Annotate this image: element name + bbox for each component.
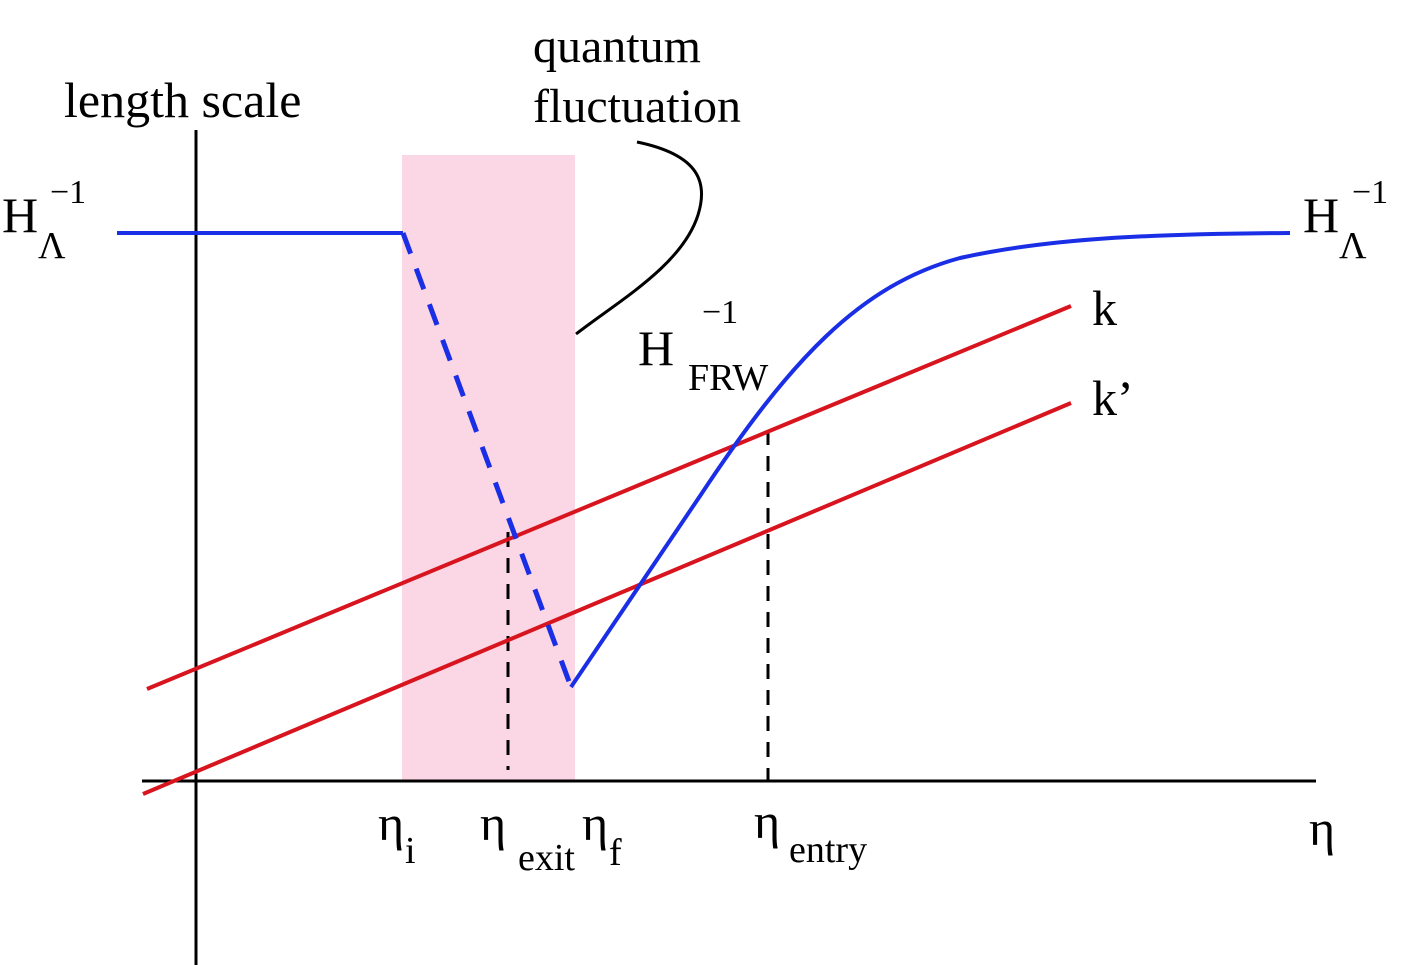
tick-eta-exit-sub: exit	[518, 837, 575, 879]
hubble-lambda-left-base: H	[2, 187, 38, 243]
hubble-lambda-right-base: H	[1303, 187, 1339, 243]
mode-k-prime-label: k’	[1092, 370, 1134, 426]
hubble-lambda-left-sup: −1	[50, 174, 86, 211]
mode-k-label: k	[1092, 280, 1117, 336]
hubble-frw-sub: FRW	[688, 357, 768, 399]
annotation-line-1: quantum	[533, 20, 701, 73]
tick-eta-f-base: η	[582, 795, 608, 851]
inflation-band	[402, 155, 575, 781]
hubble-lambda-left-sub: Λ	[38, 225, 66, 267]
tick-eta-i-sub: i	[405, 830, 416, 872]
tick-eta-f-sub: f	[609, 832, 622, 874]
tick-eta-i-base: η	[378, 795, 404, 851]
tick-eta-f: η f	[582, 795, 622, 874]
tick-eta-i: η i	[378, 795, 416, 872]
tick-eta-entry-sub: entry	[789, 829, 867, 871]
hubble-lambda-left-label: H Λ −1	[2, 174, 86, 267]
tick-eta-exit-base: η	[480, 795, 506, 851]
mode-k-line	[146, 304, 1072, 691]
tick-eta-entry: η entry	[754, 793, 867, 871]
annotation-pointer	[575, 140, 704, 336]
tick-eta-entry-base: η	[754, 793, 780, 849]
hubble-inflation-dashed	[400, 232, 574, 688]
hubble-frw-label: H FRW −1	[638, 294, 768, 399]
hubble-frw-sup: −1	[702, 294, 738, 331]
annotation-line-2: fluctuation	[533, 80, 741, 133]
hubble-frw-curve	[569, 231, 1291, 689]
mode-k-prime-line	[142, 401, 1072, 796]
x-axis-label: η	[1309, 800, 1335, 856]
hubble-lambda-right-sup: −1	[1352, 174, 1388, 211]
hubble-frw-base: H	[638, 320, 674, 376]
tick-eta-exit: η exit	[480, 795, 575, 879]
hubble-lambda-right-label: H Λ −1	[1303, 174, 1388, 267]
hubble-lambda-right-sub: Λ	[1339, 225, 1367, 267]
y-axis-label: length scale	[64, 72, 301, 128]
